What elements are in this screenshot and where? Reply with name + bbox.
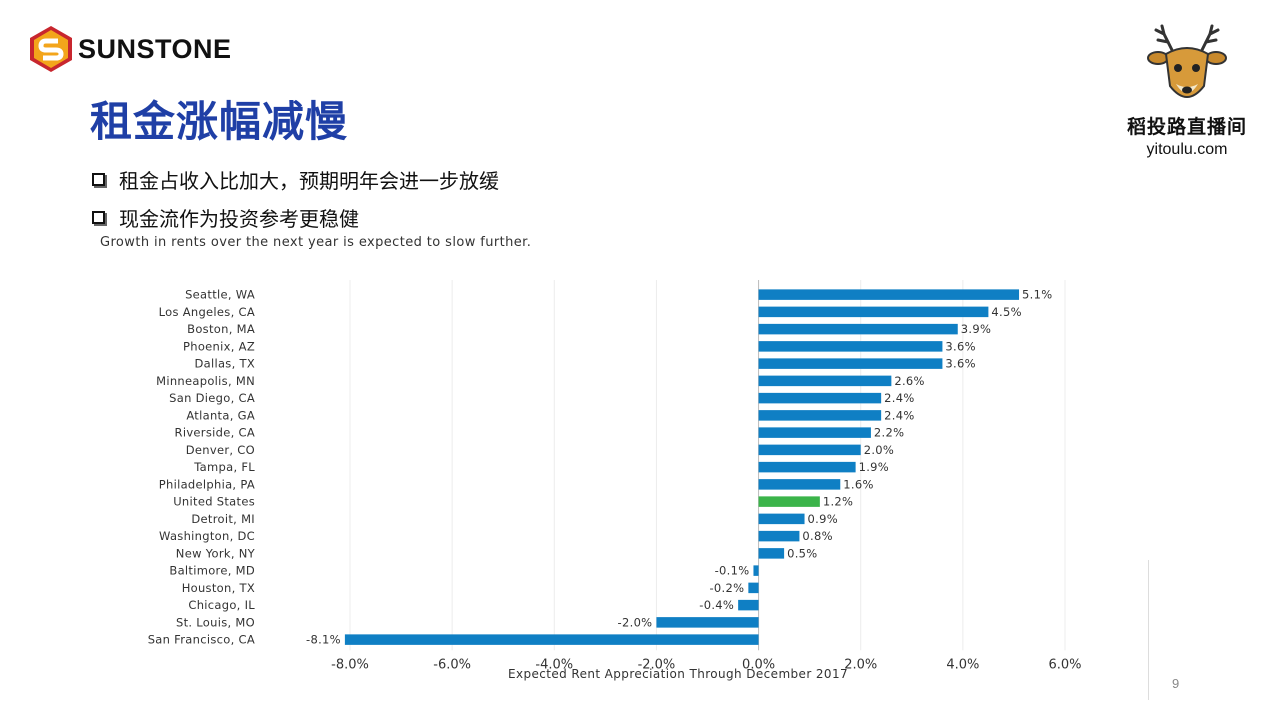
category-label: United States: [173, 495, 255, 509]
value-label: -0.1%: [715, 564, 750, 578]
bullet-item: 现金流作为投资参考更稳健: [92, 198, 499, 236]
bar: [758, 323, 958, 335]
chart-svg: Growth in rents over the next year is ex…: [100, 235, 1082, 681]
x-axis-ticks: -8.0% -6.0% -4.0% -2.0% 0.0% 2.0% 4.0% 6.0%: [331, 657, 1081, 672]
value-label: 2.4%: [884, 408, 914, 422]
bar: [758, 427, 871, 438]
value-label: 1.2%: [823, 495, 853, 509]
value-label: 1.9%: [859, 460, 889, 474]
brand-block: 稻投路直播间 yitoulu.com: [1112, 24, 1262, 159]
category-label: Riverside, CA: [175, 426, 255, 440]
bullet-text: 现金流作为投资参考更稳健: [119, 206, 359, 231]
deer-mascot-icon: [1147, 24, 1227, 98]
checkbox-square-icon: [92, 210, 105, 224]
bar: [758, 479, 841, 490]
value-label: -2.0%: [618, 615, 653, 629]
chart-title: Growth in rents over the next year is ex…: [100, 235, 531, 250]
bullet-list: 租金占收入比加大，预期明年会进一步放缓 现金流作为投资参考更稳健: [92, 160, 499, 236]
category-label: San Francisco, CA: [148, 633, 255, 647]
value-label: 1.6%: [843, 477, 873, 491]
bar: [758, 375, 892, 387]
bar: [758, 548, 785, 559]
bar: [344, 634, 759, 645]
bar: [758, 410, 882, 421]
value-label: 5.1%: [1022, 288, 1052, 302]
value-label: 0.5%: [787, 546, 817, 560]
page-number: 9: [1172, 676, 1180, 691]
category-label: San Diego, CA: [169, 391, 255, 405]
brand-url: yitoulu.com: [1146, 141, 1228, 158]
rent-growth-chart: Growth in rents over the next year is ex…: [0, 226, 1140, 696]
value-label: -8.1%: [306, 633, 341, 647]
value-label: 0.8%: [802, 529, 832, 543]
bar: [758, 513, 805, 525]
category-label: Los Angeles, CA: [159, 305, 255, 319]
value-label: 2.0%: [864, 443, 894, 457]
labels-layer: Seattle, WA 5.1% Los Angeles, CA 4.5% Boston…: [148, 288, 1052, 647]
grid-layer: [349, 280, 1066, 651]
bar: [656, 617, 759, 628]
category-label: Boston, MA: [187, 322, 255, 336]
category-label: Minneapolis, MN: [156, 374, 255, 388]
category-label: Chicago, IL: [188, 598, 255, 612]
bar: [758, 496, 820, 507]
bar: [758, 530, 800, 542]
bar: [758, 289, 1020, 300]
bars-layer: [344, 289, 1020, 645]
checkbox-square-icon: [92, 172, 105, 186]
x-tick-label: -4.0%: [535, 657, 573, 672]
category-label: Phoenix, AZ: [183, 339, 255, 353]
bullet-text: 租金占收入比加大，预期明年会进一步放缓: [119, 168, 499, 193]
sunstone-logo: SUNSTONE: [26, 24, 232, 74]
sunstone-logo-icon: [30, 26, 72, 72]
category-label: Detroit, MI: [191, 512, 255, 526]
category-label: Tampa, FL: [193, 460, 255, 474]
bar: [753, 565, 759, 576]
bar: [738, 599, 759, 611]
category-label: Denver, CO: [186, 443, 255, 457]
category-label: Philadelphia, PA: [159, 477, 255, 491]
bar: [758, 341, 943, 352]
bullet-item: 租金占收入比加大，预期明年会进一步放缓: [92, 160, 499, 198]
bar: [758, 392, 882, 404]
category-label: St. Louis, MO: [176, 615, 255, 629]
bar: [758, 461, 856, 473]
x-tick-label: 2.0%: [844, 657, 877, 672]
category-label: Washington, DC: [159, 529, 255, 543]
value-label: 3.6%: [945, 357, 975, 371]
value-label: 4.5%: [991, 305, 1021, 319]
x-tick-label: -6.0%: [433, 657, 471, 672]
value-label: 2.2%: [874, 426, 904, 440]
category-label: Atlanta, GA: [186, 408, 255, 422]
category-label: Dallas, TX: [194, 357, 255, 371]
value-label: 2.4%: [884, 391, 914, 405]
category-label: Baltimore, MD: [169, 564, 255, 578]
page-title: 租金涨幅减慢: [90, 97, 349, 146]
x-tick-label: 4.0%: [946, 657, 979, 672]
value-label: 2.6%: [894, 374, 924, 388]
bar: [758, 444, 861, 456]
x-tick-label: 6.0%: [1048, 657, 1081, 672]
x-tick-label: -2.0%: [638, 657, 676, 672]
bar: [758, 358, 943, 369]
category-label: Houston, TX: [182, 581, 255, 595]
divider-line: [1148, 560, 1149, 700]
brand-name: 稻投路直播间: [1126, 116, 1247, 138]
x-tick-label: 0.0%: [742, 657, 775, 672]
value-label: -0.4%: [699, 598, 734, 612]
value-label: 0.9%: [808, 512, 838, 526]
x-tick-label: -8.0%: [331, 657, 369, 672]
bar: [758, 306, 989, 318]
value-label: 3.6%: [945, 339, 975, 353]
value-label: 3.9%: [961, 322, 991, 336]
category-label: New York, NY: [176, 546, 256, 560]
bar: [748, 582, 759, 594]
logo-text: SUNSTONE: [78, 33, 232, 64]
value-label: -0.2%: [709, 581, 744, 595]
x-axis-label: Expected Rent Appreciation Through Decem…: [508, 667, 848, 681]
category-label: Seattle, WA: [185, 288, 255, 302]
